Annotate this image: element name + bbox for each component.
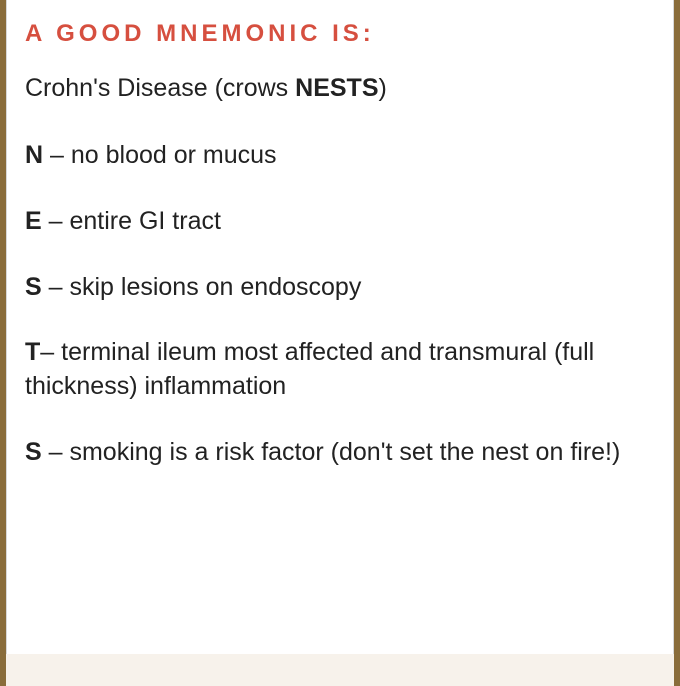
- mnemonic-text: smoking is a risk factor (don't set the …: [69, 438, 620, 466]
- mnemonic-sep: –: [42, 438, 70, 466]
- mnemonic-text: entire GI tract: [69, 207, 220, 235]
- subtitle-suffix: ): [379, 74, 387, 102]
- mnemonic-letter: T: [25, 338, 40, 366]
- mnemonic-sep: –: [40, 338, 61, 366]
- mnemonic-sep: –: [42, 207, 70, 235]
- bottom-strip: [6, 654, 674, 686]
- mnemonic-item-s2: S – smoking is a risk factor (don't set …: [25, 436, 655, 470]
- mnemonic-item-e: E – entire GI tract: [25, 205, 655, 239]
- subtitle-bold: NESTS: [295, 74, 378, 102]
- mnemonic-letter: S: [25, 273, 42, 301]
- mnemonic-text: skip lesions on endoscopy: [69, 273, 361, 301]
- mnemonic-item-t: T– terminal ileum most affected and tran…: [25, 336, 655, 404]
- mnemonic-letter: N: [25, 141, 43, 169]
- page-heading: A GOOD MNEMONIC IS:: [25, 20, 655, 48]
- content-card: A GOOD MNEMONIC IS: Crohn's Disease (cro…: [6, 0, 674, 654]
- mnemonic-letter: E: [25, 207, 42, 235]
- subtitle-prefix: Crohn's Disease (crows: [25, 74, 295, 102]
- subtitle: Crohn's Disease (crows NESTS): [25, 74, 655, 103]
- mnemonic-text: terminal ileum most affected and transmu…: [25, 338, 594, 400]
- mnemonic-item-n: N – no blood or mucus: [25, 139, 655, 173]
- mnemonic-letter: S: [25, 438, 42, 466]
- mnemonic-item-s1: S – skip lesions on endoscopy: [25, 271, 655, 305]
- mnemonic-sep: –: [43, 141, 71, 169]
- mnemonic-text: no blood or mucus: [71, 141, 277, 169]
- mnemonic-sep: –: [42, 273, 70, 301]
